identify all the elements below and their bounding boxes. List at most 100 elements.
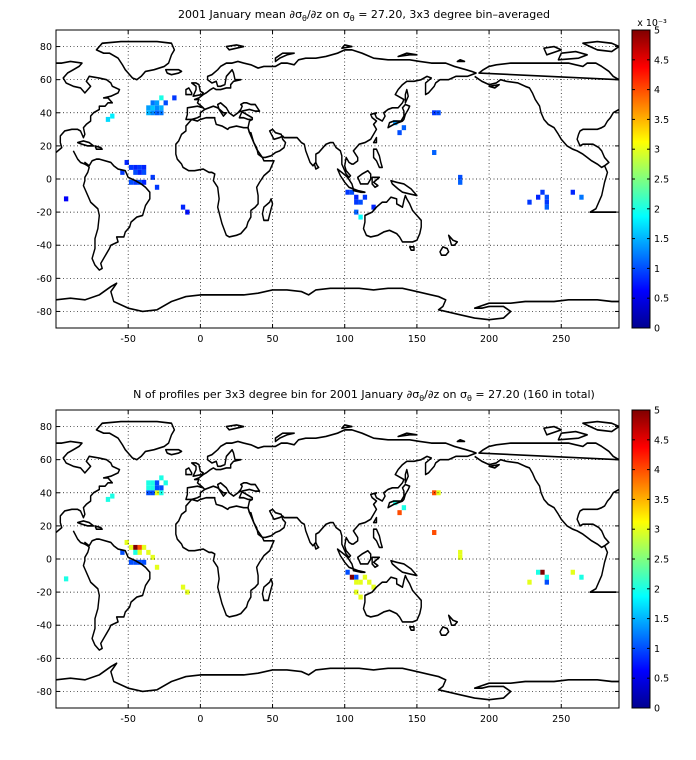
data-cell [150, 490, 155, 496]
y-tick-label: 40 [40, 488, 52, 499]
y-tick-label: -60 [36, 274, 52, 285]
data-cell [458, 549, 463, 555]
data-cell [544, 574, 549, 580]
data-cell [362, 194, 368, 200]
data-cell [159, 485, 164, 491]
data-cell [349, 189, 355, 195]
data-cell [458, 554, 463, 560]
data-cell [124, 539, 129, 545]
data-cell [159, 105, 164, 111]
panel-bottom: N of profiles per 3x3 degree bin for 200… [36, 388, 669, 725]
data-cell [354, 579, 359, 585]
data-cell [133, 169, 138, 175]
data-cell [458, 179, 463, 185]
data-cell [154, 490, 160, 496]
data-cell [401, 505, 407, 511]
colorbar-tick-label: 2 [654, 204, 660, 215]
data-cell [540, 569, 545, 575]
data-cell [345, 189, 350, 195]
data-cell [393, 120, 398, 126]
data-cell [154, 564, 160, 570]
data-cell [150, 485, 155, 491]
colorbar-tick-label: 4.5 [654, 55, 669, 66]
colorbar: 0 0.5 1 1.5 2 2.5 3 3.5 4 4.5 5 [631, 406, 669, 715]
data-cell [458, 174, 463, 180]
colorbar-tick-label: 1.5 [654, 614, 669, 625]
colorbar-tick-label: 5 [654, 406, 660, 417]
data-cell [358, 594, 363, 600]
data-cell [150, 105, 155, 111]
data-cell [128, 164, 134, 170]
data-cell [137, 169, 142, 175]
x-tick-label: -50 [120, 334, 136, 345]
data-cell [105, 496, 111, 502]
data-cell [159, 95, 164, 101]
data-cell [150, 174, 155, 180]
data-cell [141, 164, 147, 170]
data-cell [137, 544, 142, 550]
colorbar-tick-label: 2.5 [654, 555, 669, 566]
x-tick-label: 100 [336, 334, 354, 345]
x-tick-label: 250 [552, 334, 570, 345]
data-cell [128, 559, 134, 565]
data-cell [154, 110, 160, 116]
data-cell [141, 169, 147, 175]
data-cell [146, 110, 151, 116]
data-cell [358, 579, 363, 585]
data-cell [154, 184, 160, 190]
y-tick-label: 0 [46, 175, 52, 186]
data-cell [105, 116, 111, 122]
data-cell [354, 209, 359, 215]
data-cell [137, 549, 142, 555]
colorbar-tick-label: 4 [654, 85, 660, 96]
y-tick-label: 60 [40, 455, 52, 466]
data-cell [432, 530, 437, 535]
title-text: 2001 January mean ∂σθ/∂z on σθ = 27.20, … [178, 8, 550, 23]
data-cell [150, 554, 155, 560]
coastline [56, 40, 619, 321]
colorbar-multiplier: x 10⁻³ [637, 18, 667, 29]
data-cell [133, 164, 138, 170]
colorbar-tick-label: 0.5 [654, 294, 669, 305]
data-cell [128, 544, 134, 550]
colorbar-tick-label: 2.5 [654, 175, 669, 186]
data-cell [367, 579, 372, 585]
data-cell [146, 480, 151, 486]
y-tick-label: -60 [36, 654, 52, 665]
data-cell [362, 574, 368, 580]
y-tick-label: 20 [40, 521, 52, 532]
data-cell [436, 490, 441, 496]
x-tick-label: 250 [552, 714, 570, 725]
colorbar-tick-label: 3 [654, 525, 660, 536]
x-tick-label: 150 [408, 714, 426, 725]
y-tick-label: 60 [40, 75, 52, 86]
x-tick-label: 0 [197, 714, 203, 725]
y-tick-label: -20 [36, 208, 52, 219]
data-cell [146, 549, 151, 555]
data-cell [110, 113, 115, 119]
data-cell [133, 179, 138, 185]
data-cell [150, 480, 155, 486]
colorbar-tick-label: 2 [654, 584, 660, 595]
data-cell [63, 196, 69, 202]
y-tick-label: 80 [40, 42, 52, 53]
y-tick-label: -20 [36, 588, 52, 599]
x-tick-label: 50 [266, 334, 278, 345]
data-cell [120, 549, 125, 555]
data-cell [349, 574, 355, 580]
data-cell [133, 559, 138, 565]
data-cell [354, 574, 359, 580]
colorbar-tick-label: 3.5 [654, 495, 669, 506]
colorbar-tick-label: 5 [654, 26, 660, 37]
map-area: -50 0 50 100 150 200 250 -80 -60 -40 -20 0 20 40 60 80 [36, 409, 620, 725]
data-cell [354, 194, 359, 200]
x-tick-label: 0 [197, 334, 203, 345]
panel-top: 2001 January mean ∂σθ/∂z on σθ = 27.20, … [36, 8, 669, 345]
data-cell [544, 194, 549, 200]
y-tick-label: 0 [46, 555, 52, 566]
colorbar-tick-label: 1.5 [654, 234, 669, 245]
x-tick-label: 50 [266, 714, 278, 725]
colorbar-tick-label: 0.5 [654, 674, 669, 685]
colorbar-tick-label: 3 [654, 145, 660, 156]
